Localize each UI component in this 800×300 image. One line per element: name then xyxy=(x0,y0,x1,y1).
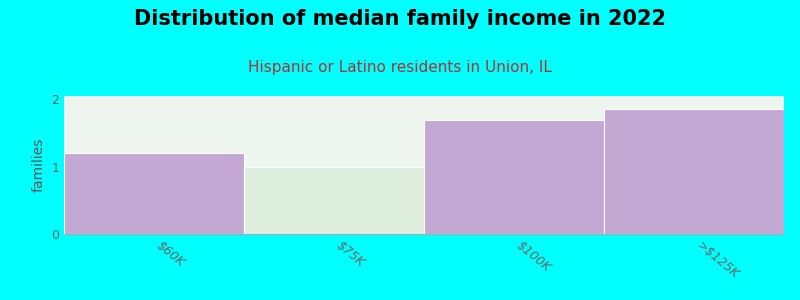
Bar xyxy=(604,110,784,234)
Bar xyxy=(244,167,424,234)
Text: Distribution of median family income in 2022: Distribution of median family income in … xyxy=(134,9,666,29)
Bar xyxy=(64,153,244,234)
Bar xyxy=(424,120,604,234)
Y-axis label: families: families xyxy=(31,138,46,192)
Text: Hispanic or Latino residents in Union, IL: Hispanic or Latino residents in Union, I… xyxy=(248,60,552,75)
